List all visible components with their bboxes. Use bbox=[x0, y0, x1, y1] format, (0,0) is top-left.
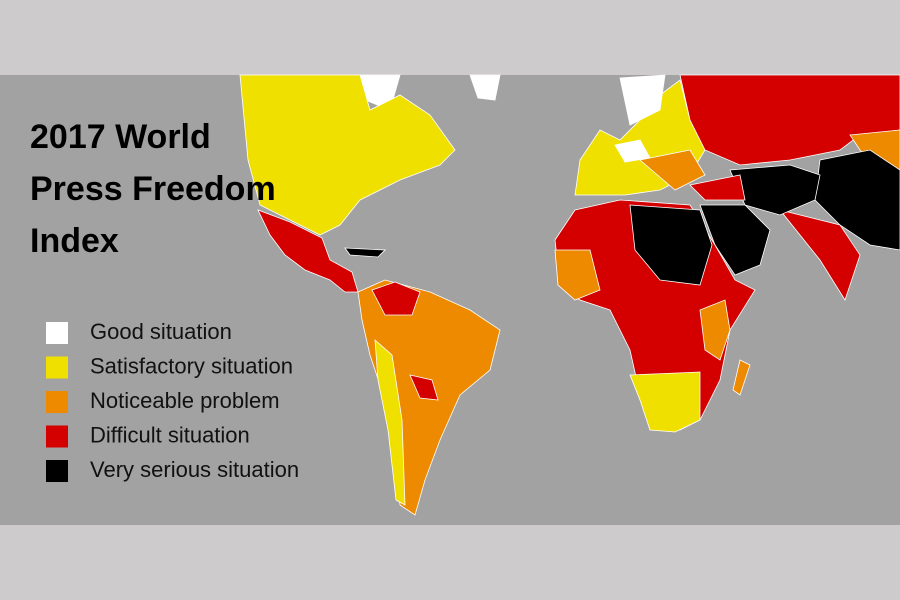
india bbox=[778, 209, 861, 301]
southern-africa bbox=[629, 371, 701, 433]
title-line: 2017 World bbox=[30, 118, 211, 156]
legend-label: Satisfactory situation bbox=[90, 353, 293, 378]
east-africa bbox=[699, 299, 731, 361]
legend-label: Good situation bbox=[90, 319, 232, 344]
legend-swatch bbox=[46, 356, 68, 379]
turkey bbox=[689, 174, 746, 201]
chile bbox=[374, 339, 406, 506]
legend-label: Noticeable problem bbox=[90, 388, 280, 413]
madagascar bbox=[732, 359, 751, 396]
legend-label: Very serious situation bbox=[90, 457, 299, 482]
north-east-africa bbox=[629, 204, 713, 286]
legend-swatch bbox=[46, 322, 68, 344]
paraguay bbox=[409, 374, 439, 401]
greenland bbox=[469, 74, 501, 101]
legend: Good situation Satisfactory situation Noti… bbox=[46, 319, 299, 482]
title-line: Index bbox=[30, 222, 119, 260]
legend-swatch bbox=[46, 425, 68, 448]
title: 2017 World Press Freedom Index bbox=[30, 118, 276, 260]
map-shapes bbox=[239, 74, 900, 516]
cuba bbox=[344, 247, 386, 258]
east-europe bbox=[639, 149, 706, 191]
central-america bbox=[257, 209, 359, 293]
legend-swatch bbox=[46, 391, 68, 413]
north-america bbox=[239, 74, 456, 236]
legend-label: Difficult situation bbox=[90, 422, 250, 447]
china bbox=[814, 149, 900, 251]
title-line: Press Freedom bbox=[30, 170, 276, 208]
legend-swatch bbox=[46, 460, 68, 482]
west-africa bbox=[554, 249, 601, 301]
russia bbox=[679, 74, 900, 166]
nordics bbox=[619, 74, 666, 126]
venezuela bbox=[371, 281, 421, 316]
